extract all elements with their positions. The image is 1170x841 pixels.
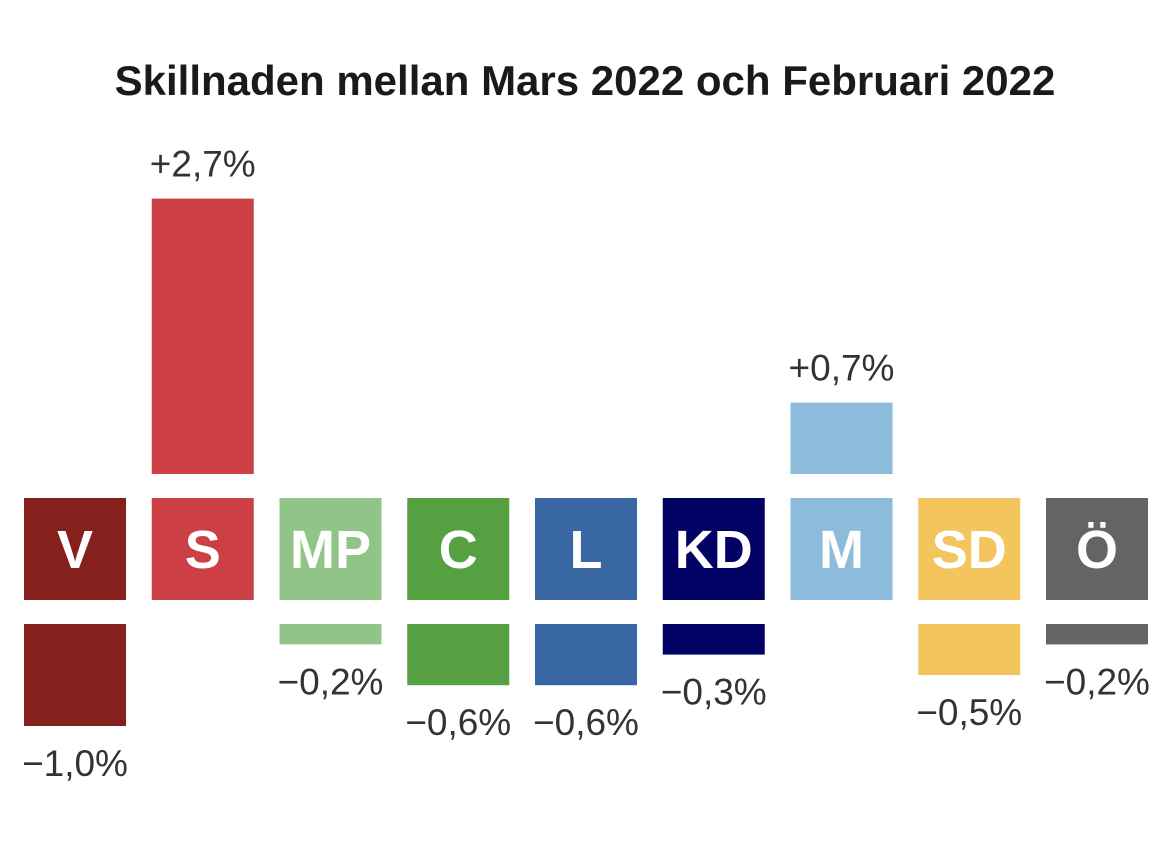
party-label-m: M bbox=[819, 520, 864, 580]
value-label-mp: −0,2% bbox=[278, 661, 384, 702]
bar-m bbox=[790, 402, 893, 474]
party-box-l bbox=[535, 498, 637, 600]
party-label-v: V bbox=[57, 520, 93, 580]
bar-c bbox=[407, 624, 510, 686]
party-label-s: S bbox=[185, 520, 221, 580]
party-box-c bbox=[407, 498, 510, 600]
value-label-s: +2,7% bbox=[150, 144, 256, 185]
party-box-m bbox=[790, 498, 893, 600]
chart-title: Skillnaden mellan Mars 2022 och Februari… bbox=[115, 57, 1056, 104]
value-label-kd: −0,3% bbox=[661, 672, 767, 713]
party-box-mp bbox=[279, 498, 382, 600]
party-box-kd bbox=[662, 498, 765, 600]
party-box-v bbox=[24, 498, 126, 600]
value-label-c: −0,6% bbox=[405, 702, 511, 743]
bar-ö bbox=[1046, 624, 1148, 645]
party-label-mp: MP bbox=[290, 520, 371, 580]
party-box-ö bbox=[1046, 498, 1148, 600]
party-label-l: L bbox=[570, 520, 603, 580]
value-label-ö: −0,2% bbox=[1044, 661, 1150, 702]
party-label-c: C bbox=[439, 520, 478, 580]
party-label-ö: Ö bbox=[1076, 520, 1118, 580]
value-label-l: −0,6% bbox=[533, 702, 639, 743]
bar-sd bbox=[918, 624, 1021, 675]
party-label-kd: KD bbox=[675, 520, 753, 580]
value-label-sd: −0,5% bbox=[916, 692, 1022, 733]
chart-marks: V −1,0% S +2,7% MP −0,2% C −0,6% L −0,6% KD −0,3% M +… bbox=[22, 144, 1150, 784]
party-box-sd bbox=[918, 498, 1021, 600]
party-label-sd: SD bbox=[932, 520, 1007, 580]
value-label-m: +0,7% bbox=[789, 348, 895, 389]
bar-kd bbox=[662, 624, 765, 655]
party-box-s bbox=[151, 498, 254, 600]
bar-v bbox=[24, 624, 126, 726]
bar-mp bbox=[279, 624, 382, 645]
bar-l bbox=[535, 624, 637, 686]
value-label-v: −1,0% bbox=[22, 743, 128, 784]
bar-s bbox=[151, 198, 254, 474]
